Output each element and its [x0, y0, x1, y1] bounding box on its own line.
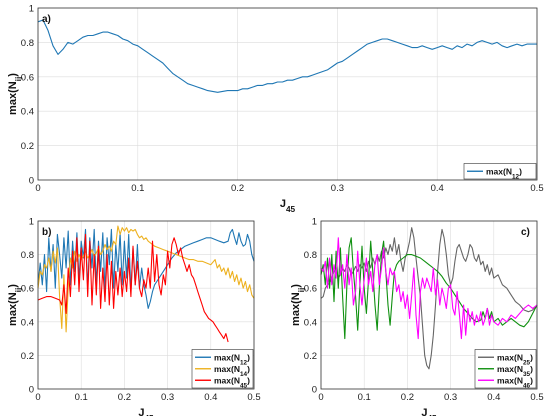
legend-entry-label: max(N12)	[486, 166, 522, 180]
y-tick-label: 1	[312, 217, 317, 228]
y-tick-label: 0.8	[21, 38, 34, 49]
axes-frame	[37, 7, 538, 181]
x-tick-label: 0.1	[358, 392, 371, 403]
plot-area	[38, 8, 537, 180]
x-tick-label: 0.1	[75, 392, 88, 403]
x-tick-label: 0.2	[118, 392, 131, 403]
x-tick-label: 0.2	[231, 183, 244, 194]
y-tick-label: 0	[29, 176, 34, 187]
x-tick-label: 0.5	[247, 392, 260, 403]
y-axis-label: max(Nij)	[7, 73, 23, 115]
legend: max(N12)	[463, 163, 537, 180]
y-tick-label: 0.2	[304, 351, 317, 362]
x-tick-label: 0.4	[431, 183, 444, 194]
y-tick-label: 0.8	[304, 250, 317, 261]
x-tick-label: 0.3	[161, 392, 174, 403]
panel-label: c)	[521, 227, 530, 238]
y-tick-label: 0.6	[304, 284, 317, 295]
legend-entry-label: max(N14)	[214, 364, 250, 378]
y-axis-label: max(Nij)	[7, 284, 23, 326]
series-line-12	[37, 228, 255, 309]
x-tick-label: 0.4	[204, 392, 217, 403]
y-tick-label: 0.4	[21, 317, 34, 328]
x-tick-label: 0.5	[530, 183, 543, 194]
x-axis-label: J45	[421, 407, 437, 416]
series-line-12	[37, 19, 537, 93]
series-line-35	[320, 237, 538, 340]
axes-frame	[320, 220, 538, 390]
x-tick-label: 0.3	[444, 392, 457, 403]
y-tick-label: 0.2	[21, 141, 34, 152]
axes-frame	[37, 220, 255, 390]
chart-panel-b: 0 0.1 0.2 0.3 0.4 0.5 0 0.2 0.4 0.6 0.8 1 b) J45 max(N…	[7, 217, 261, 416]
legend-entry-label: max(N45)	[214, 375, 250, 389]
x-tick-label: 0.3	[331, 183, 344, 194]
legend-box	[463, 163, 537, 180]
chart-panel-a: 0 0.1 0.2 0.3 0.4 0.5 0 0.2 0.4 0.6 0.8 1 a) J45 max(N…	[7, 4, 544, 214]
y-tick-label: 0.2	[21, 351, 34, 362]
legend-entry-label: max(N46)	[497, 375, 533, 389]
x-tick-label: 0.2	[401, 392, 414, 403]
legend-entry-label: max(N25)	[497, 352, 533, 366]
x-tick-label: 0	[35, 183, 40, 194]
legend: max(N12)max(N14)max(N45)	[191, 349, 254, 389]
legend-entry-label: max(N35)	[497, 364, 533, 378]
panel-label: a)	[42, 14, 51, 25]
y-tick-label: 1	[29, 4, 34, 15]
x-axis-label: J45	[138, 407, 154, 416]
x-tick-label: 0.1	[131, 183, 144, 194]
series-line-14	[37, 225, 255, 333]
y-tick-label: 1	[29, 217, 34, 228]
x-tick-label: 0	[318, 392, 323, 403]
x-tick-label: 0.4	[487, 392, 500, 403]
y-axis-label: max(Nij)	[290, 284, 306, 326]
y-tick-label: 0	[312, 385, 317, 396]
series-line-46	[320, 237, 538, 340]
chart-panel-c: 0 0.1 0.2 0.3 0.4 0.5 0 0.2 0.4 0.6 0.8 1 c) J45 max(N…	[290, 217, 544, 416]
y-tick-label: 0	[29, 385, 34, 396]
y-tick-label: 0.6	[21, 284, 34, 295]
legend: max(N25)max(N35)max(N46)	[474, 349, 537, 389]
y-tick-label: 0.8	[21, 250, 34, 261]
panel-label: b)	[42, 227, 51, 238]
y-tick-label: 0.4	[21, 107, 34, 118]
x-axis-label: J45	[280, 198, 296, 214]
y-tick-label: 0.6	[21, 72, 34, 83]
x-tick-label: 0	[35, 392, 40, 403]
legend-entry-label: max(N12)	[214, 352, 250, 366]
y-tick-label: 0.4	[304, 317, 317, 328]
series-line-45	[37, 233, 229, 343]
x-tick-label: 0.5	[530, 392, 543, 403]
